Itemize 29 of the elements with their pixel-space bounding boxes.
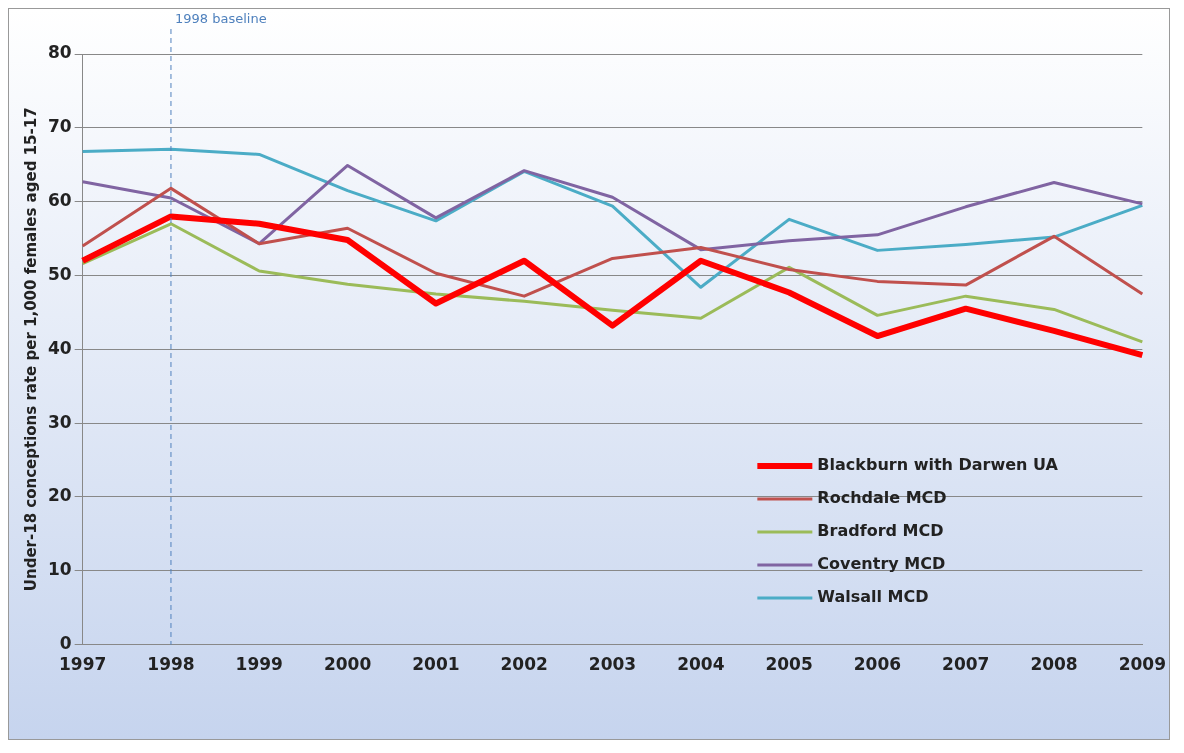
x-tick-label: 2000: [323, 654, 372, 675]
x-tick-label: 2002: [500, 654, 548, 675]
y-axis-title: Under-18 conceptions rate per 1,000 females aged 15-17: [21, 107, 40, 592]
legend-label: Rochdale MCD: [817, 488, 947, 508]
x-tick-label: 2001: [412, 654, 460, 675]
x-tick-label: 2006: [853, 654, 902, 675]
x-tick-label: 1999: [235, 654, 283, 675]
y-tick-label: 20: [47, 485, 72, 506]
x-tick-label: 2008: [1030, 654, 1078, 675]
y-tick-label: 0: [59, 633, 72, 654]
y-tick-label: 50: [47, 263, 72, 284]
x-tick-label: 2007: [942, 654, 990, 675]
x-tick-label: 1997: [58, 654, 107, 675]
x-tick-label: 2005: [765, 654, 813, 675]
x-tick-label: 2004: [677, 654, 725, 675]
y-tick-label: 10: [47, 559, 72, 580]
legend-label: Walsall MCD: [817, 587, 929, 607]
legend-label: Blackburn with Darwen UA: [817, 455, 1059, 475]
x-tick-label: 1998: [147, 654, 195, 675]
y-tick-label: 80: [47, 42, 72, 63]
x-tick-label: 2009: [1118, 654, 1167, 675]
y-tick-label: 70: [47, 116, 72, 137]
ref-line-label: 1998 baseline: [174, 10, 267, 26]
y-tick-label: 60: [47, 190, 72, 211]
y-tick-label: 40: [47, 337, 72, 358]
legend-label: Bradford MCD: [817, 521, 944, 541]
y-tick-label: 30: [47, 411, 72, 432]
x-tick-label: 2003: [588, 654, 637, 675]
legend-label: Coventry MCD: [817, 554, 946, 574]
